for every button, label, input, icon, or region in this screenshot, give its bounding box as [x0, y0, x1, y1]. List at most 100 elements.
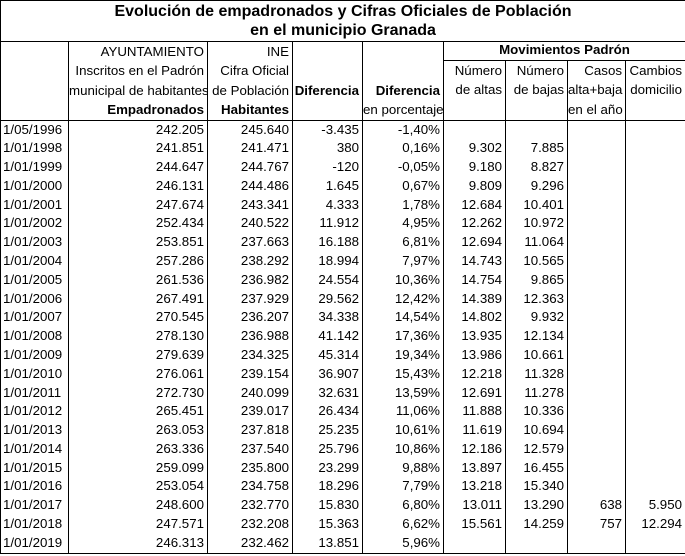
diferencia-cell: 29.562: [292, 289, 363, 309]
diferencia-cell: 41.142: [292, 327, 363, 346]
habitantes-cell: 237.540: [207, 439, 293, 459]
diferencia-porcentaje-cell: 1,78%: [362, 195, 444, 215]
header-line: municipal de habitantes: [69, 82, 208, 98]
numero-bajas-cell: 10.694: [505, 421, 568, 440]
casos-alta-baja-cell: [567, 327, 626, 346]
numero-altas-cell: 12.684: [443, 195, 506, 215]
diferencia-cell: 26.434: [292, 402, 363, 422]
header-line: [294, 61, 362, 80]
empadronados-cell: 246.131: [68, 176, 208, 196]
diferencia-cell: 25.796: [292, 439, 363, 459]
numero-bajas-cell: 11.064: [505, 233, 568, 253]
diferencia-cell: 4.333: [292, 195, 363, 215]
table-row: 1/01/2006 267.491 237.929 29.562 12,42% 14.38…: [0, 289, 685, 309]
diferencia-cell: 18.296: [292, 477, 363, 497]
numero-bajas-cell: 12.134: [505, 327, 568, 346]
habitantes-cell: 232.770: [207, 496, 293, 515]
diferencia-porcentaje-cell: -0,05%: [362, 158, 444, 177]
numero-altas-column-header: Número de altas: [443, 60, 506, 121]
numero-altas-cell: 15.561: [443, 514, 506, 534]
header-line: de bajas: [513, 82, 564, 98]
casos-alta-baja-cell: [567, 195, 626, 215]
cambios-domicilio-cell: [625, 327, 685, 346]
cambios-domicilio-cell: [625, 364, 685, 384]
casos-alta-baja-cell: [567, 533, 626, 554]
habitantes-cell: 234.325: [207, 345, 293, 365]
casos-alta-baja-cell: [567, 233, 626, 253]
empadronados-cell: 252.434: [68, 214, 208, 234]
date-cell: 1/01/2012: [0, 402, 69, 422]
date-cell: 1/01/2018: [0, 514, 69, 534]
diferencia-porcentaje-cell: 10,36%: [362, 270, 444, 290]
table-row: 1/01/2012 265.451 239.017 26.434 11,06% 11.88…: [0, 402, 685, 422]
table-row: 1/01/2004 257.286 238.292 18.994 7,97% 14.743…: [0, 252, 685, 271]
casos-alta-baja-cell: [567, 158, 626, 177]
numero-altas-cell: 14.389: [443, 289, 506, 309]
header-line: [445, 100, 505, 119]
numero-altas-cell: [443, 533, 506, 554]
date-cell: 1/01/2017: [0, 496, 69, 515]
date-cell: 1/01/2004: [0, 252, 69, 271]
cambios-domicilio-cell: [625, 289, 685, 309]
casos-alta-baja-cell: [567, 364, 626, 384]
header-line: Número: [454, 63, 502, 78]
numero-bajas-cell: 16.455: [505, 458, 568, 478]
header-line: de Población: [212, 82, 289, 98]
date-cell: 1/01/2005: [0, 270, 69, 290]
date-cell: 1/01/2007: [0, 308, 69, 328]
numero-bajas-cell: 10.565: [505, 252, 568, 271]
date-cell: 1/01/2003: [0, 233, 69, 253]
empadronados-cell: 253.851: [68, 233, 208, 253]
table-row: 1/01/2011 272.730 240.099 32.631 13,59% 12.69…: [0, 383, 685, 403]
casos-alta-baja-cell: [567, 139, 626, 159]
movimientos-padron-group-header: Movimientos Padrón: [443, 41, 685, 61]
empadronados-cell: 247.571: [68, 514, 208, 534]
header-line: [627, 100, 685, 119]
header-line: Casos: [584, 63, 622, 78]
diferencia-porcentaje-cell: 4,95%: [362, 214, 444, 234]
diferencia-cell: 15.363: [292, 514, 363, 534]
habitantes-cell: 239.017: [207, 402, 293, 422]
numero-bajas-cell: 9.865: [505, 270, 568, 290]
date-cell: 1/01/2009: [0, 345, 69, 365]
numero-altas-cell: 13.011: [443, 496, 506, 515]
date-cell: 1/01/2000: [0, 176, 69, 196]
empadronados-cell: 272.730: [68, 383, 208, 403]
numero-bajas-cell: 10.972: [505, 214, 568, 234]
habitantes-cell: 234.758: [207, 477, 293, 497]
numero-altas-cell: 12.691: [443, 383, 506, 403]
numero-altas-cell: 11.888: [443, 402, 506, 422]
habitantes-cell: 240.099: [207, 383, 293, 403]
numero-bajas-cell: 11.278: [505, 383, 568, 403]
casos-alta-baja-cell: [567, 421, 626, 440]
empadronados-cell: 242.205: [68, 120, 208, 140]
diferencia-porcentaje-cell: 11,06%: [362, 402, 444, 422]
habitantes-cell: 237.929: [207, 289, 293, 309]
habitantes-cell: 244.486: [207, 176, 293, 196]
cambios-domicilio-cell: [625, 345, 685, 365]
table-row: 1/01/1999 244.647 244.767 -120 -0,05% 9.180 8.…: [0, 158, 685, 177]
numero-bajas-cell: [505, 533, 568, 554]
table-row: 1/01/2014 263.336 237.540 25.796 10,86% 12.18…: [0, 439, 685, 459]
table-body: 1/05/1996 242.205 245.640 -3.435 -1,40% 1/01/…: [0, 120, 685, 554]
numero-altas-cell: 12.218: [443, 364, 506, 384]
diferencia-porcentaje-cell: 6,80%: [362, 496, 444, 515]
empadronados-cell: 248.600: [68, 496, 208, 515]
diferencia-porcentaje-cell: 9,88%: [362, 458, 444, 478]
habitantes-cell: 237.663: [207, 233, 293, 253]
cambios-domicilio-cell: [625, 458, 685, 478]
date-cell: 1/01/2008: [0, 327, 69, 346]
table-row: 1/01/2002 252.434 240.522 11.912 4,95% 12.262…: [0, 214, 685, 234]
header-line: [364, 42, 443, 61]
empadronados-cell: 270.545: [68, 308, 208, 328]
date-cell: 1/01/1999: [0, 158, 69, 177]
date-cell: 1/01/2016: [0, 477, 69, 497]
numero-altas-cell: 9.302: [443, 139, 506, 159]
numero-bajas-cell: 12.579: [505, 439, 568, 459]
diferencia-cell: 32.631: [292, 383, 363, 403]
numero-altas-cell: 14.743: [443, 252, 506, 271]
date-cell: 1/01/2019: [0, 533, 69, 554]
cambios-domicilio-cell: [625, 270, 685, 290]
diferencia-porcentaje-cell: 13,59%: [362, 383, 444, 403]
